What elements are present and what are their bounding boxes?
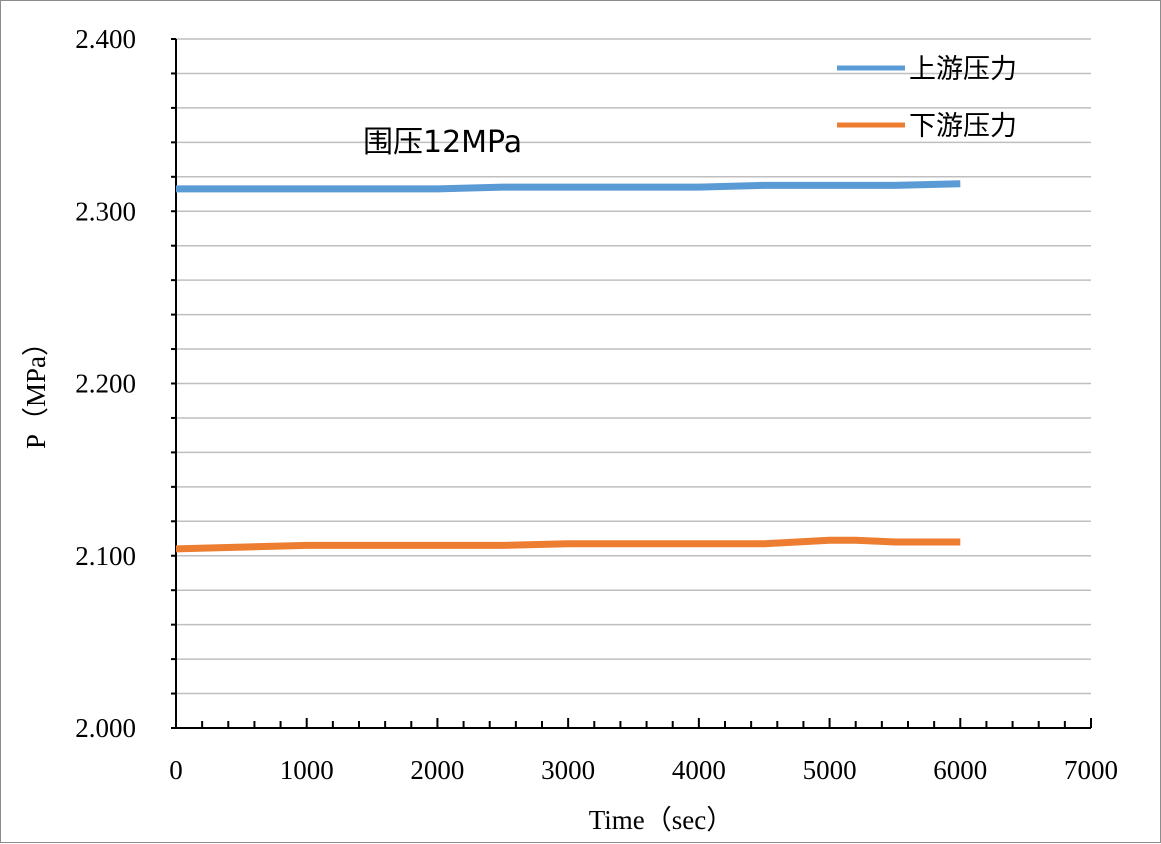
y-tick-label: 2.100 [75, 541, 136, 571]
y-axis-title: P（MPa） [21, 329, 51, 449]
x-tick-label: 3000 [541, 755, 595, 785]
x-tick-label: 5000 [803, 755, 857, 785]
axes [171, 38, 1092, 729]
x-tick-label: 4000 [672, 755, 726, 785]
chart-annotation: 围压12MPa [363, 125, 522, 160]
x-tick-label: 1000 [280, 755, 334, 785]
tick-labels: 2.000 2.100 2.200 2.300 2.400 0 1000 2000 3000 40… [75, 24, 1118, 785]
x-tick-label: 0 [169, 755, 183, 785]
y-tick-label: 2.200 [75, 369, 136, 399]
series-line-1 [176, 180, 961, 193]
x-tick-label: 2000 [410, 755, 464, 785]
gridlines [176, 38, 1091, 695]
x-axis-title: Time（sec） [589, 805, 734, 835]
y-tick-label: 2.000 [75, 713, 136, 743]
x-tick-label: 6000 [933, 755, 987, 785]
y-tick-label: 2.300 [75, 196, 136, 226]
series-line-2 [175, 536, 961, 553]
y-tick-label: 2.400 [75, 24, 136, 54]
x-tick-label: 7000 [1064, 755, 1118, 785]
series-lines [175, 180, 961, 553]
legend-label-1: 上游压力 [909, 54, 1017, 85]
legend-label-2: 下游压力 [909, 111, 1017, 142]
